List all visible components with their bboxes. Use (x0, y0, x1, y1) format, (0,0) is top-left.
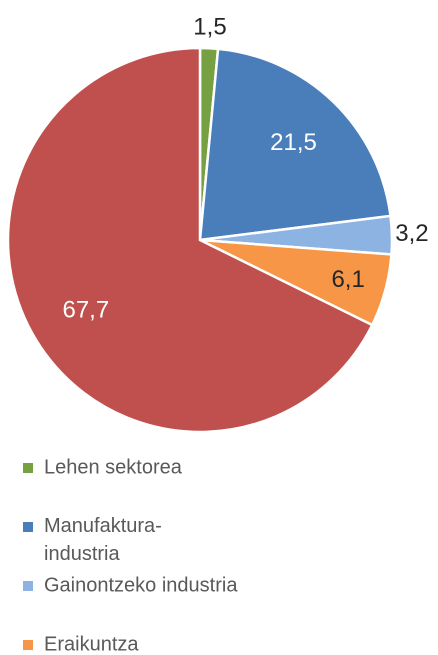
pie-slice (198, 47, 392, 242)
data-label: 1,5 (193, 14, 226, 41)
legend-label: Gainontzeko industria (44, 574, 238, 596)
legend-label: Manufaktura-industria (44, 515, 162, 565)
legend-label: Lehen sektorea (44, 456, 183, 478)
legend-swatch (23, 463, 33, 473)
legend-swatch (23, 522, 33, 532)
data-label: 67,7 (62, 296, 109, 323)
data-label: 21,5 (270, 129, 317, 156)
legend-label: Eraikuntza (44, 633, 139, 655)
legend-line: industria (44, 543, 120, 565)
pie-slice (6, 46, 374, 434)
data-label: 6,1 (331, 266, 364, 293)
data-label: 3,2 (395, 220, 428, 247)
legend-line: Manufaktura- (44, 515, 162, 537)
legend-swatch (23, 581, 33, 591)
legend-swatch (23, 640, 33, 650)
